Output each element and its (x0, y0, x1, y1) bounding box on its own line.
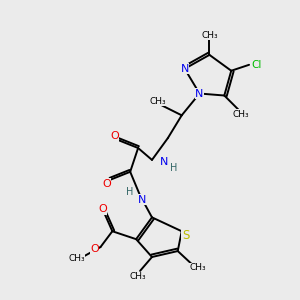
Text: Cl: Cl (252, 60, 262, 70)
Text: H: H (170, 163, 178, 173)
Text: CH₃: CH₃ (233, 110, 250, 119)
Text: N: N (195, 88, 204, 98)
Text: CH₃: CH₃ (68, 254, 85, 263)
Text: O: O (90, 244, 99, 254)
Text: CH₃: CH₃ (201, 31, 218, 40)
Text: O: O (102, 179, 111, 189)
Text: N: N (138, 194, 146, 205)
Text: CH₃: CH₃ (130, 272, 146, 281)
Text: H: H (127, 187, 134, 196)
Text: S: S (182, 229, 189, 242)
Text: O: O (110, 131, 119, 141)
Text: O: O (98, 204, 107, 214)
Text: N: N (181, 64, 189, 74)
Text: N: N (160, 157, 168, 167)
Text: CH₃: CH₃ (189, 263, 206, 272)
Text: CH₃: CH₃ (150, 97, 166, 106)
